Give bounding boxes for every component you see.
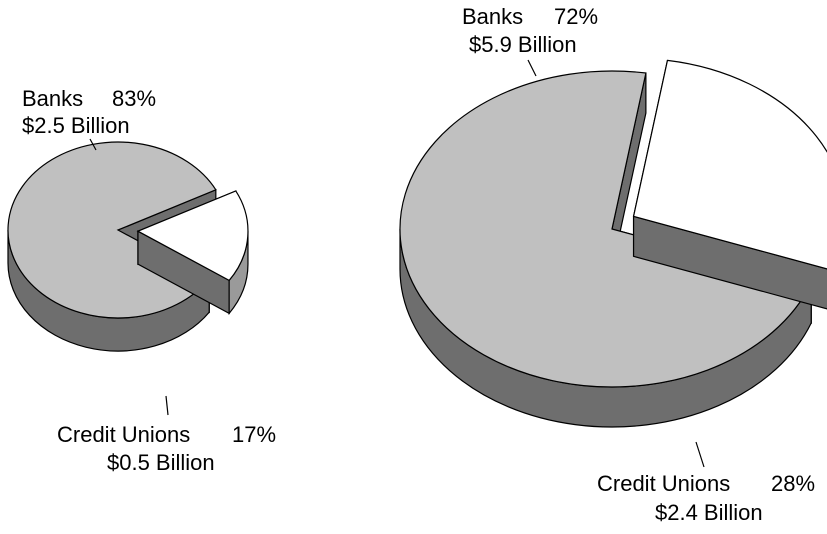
left-banks-name: Banks: [22, 86, 83, 111]
right-banks-percent: 72%: [554, 4, 598, 29]
left-credit-unions-top: [136, 190, 249, 282]
right-cu-leader: [695, 441, 705, 468]
left-cu-leader: [165, 395, 169, 416]
right-cu-amount: $2.4 Billion: [655, 500, 763, 525]
left-banks-leader: [89, 138, 97, 151]
right-credit-unions-top: [632, 59, 827, 270]
right-banks-leader: [527, 59, 537, 77]
pie-layer: [7, 59, 827, 428]
left-banks-percent: 83%: [112, 86, 156, 111]
left-cu-percent: 17%: [232, 422, 276, 447]
left-banks-amount: $2.5 Billion: [22, 113, 130, 138]
right-banks-amount: $5.9 Billion: [469, 32, 577, 57]
left-slice-credit-unions: [136, 190, 249, 316]
left-cu-name: Credit Unions: [57, 422, 190, 447]
right-slice-credit-unions: [632, 59, 827, 310]
left-cu-amount: $0.5 Billion: [107, 450, 215, 475]
right-banks-top: [399, 70, 813, 388]
right-cu-percent: 28%: [771, 471, 815, 496]
right-cu-name: Credit Unions: [597, 471, 730, 496]
right-banks-name: Banks: [462, 4, 523, 29]
